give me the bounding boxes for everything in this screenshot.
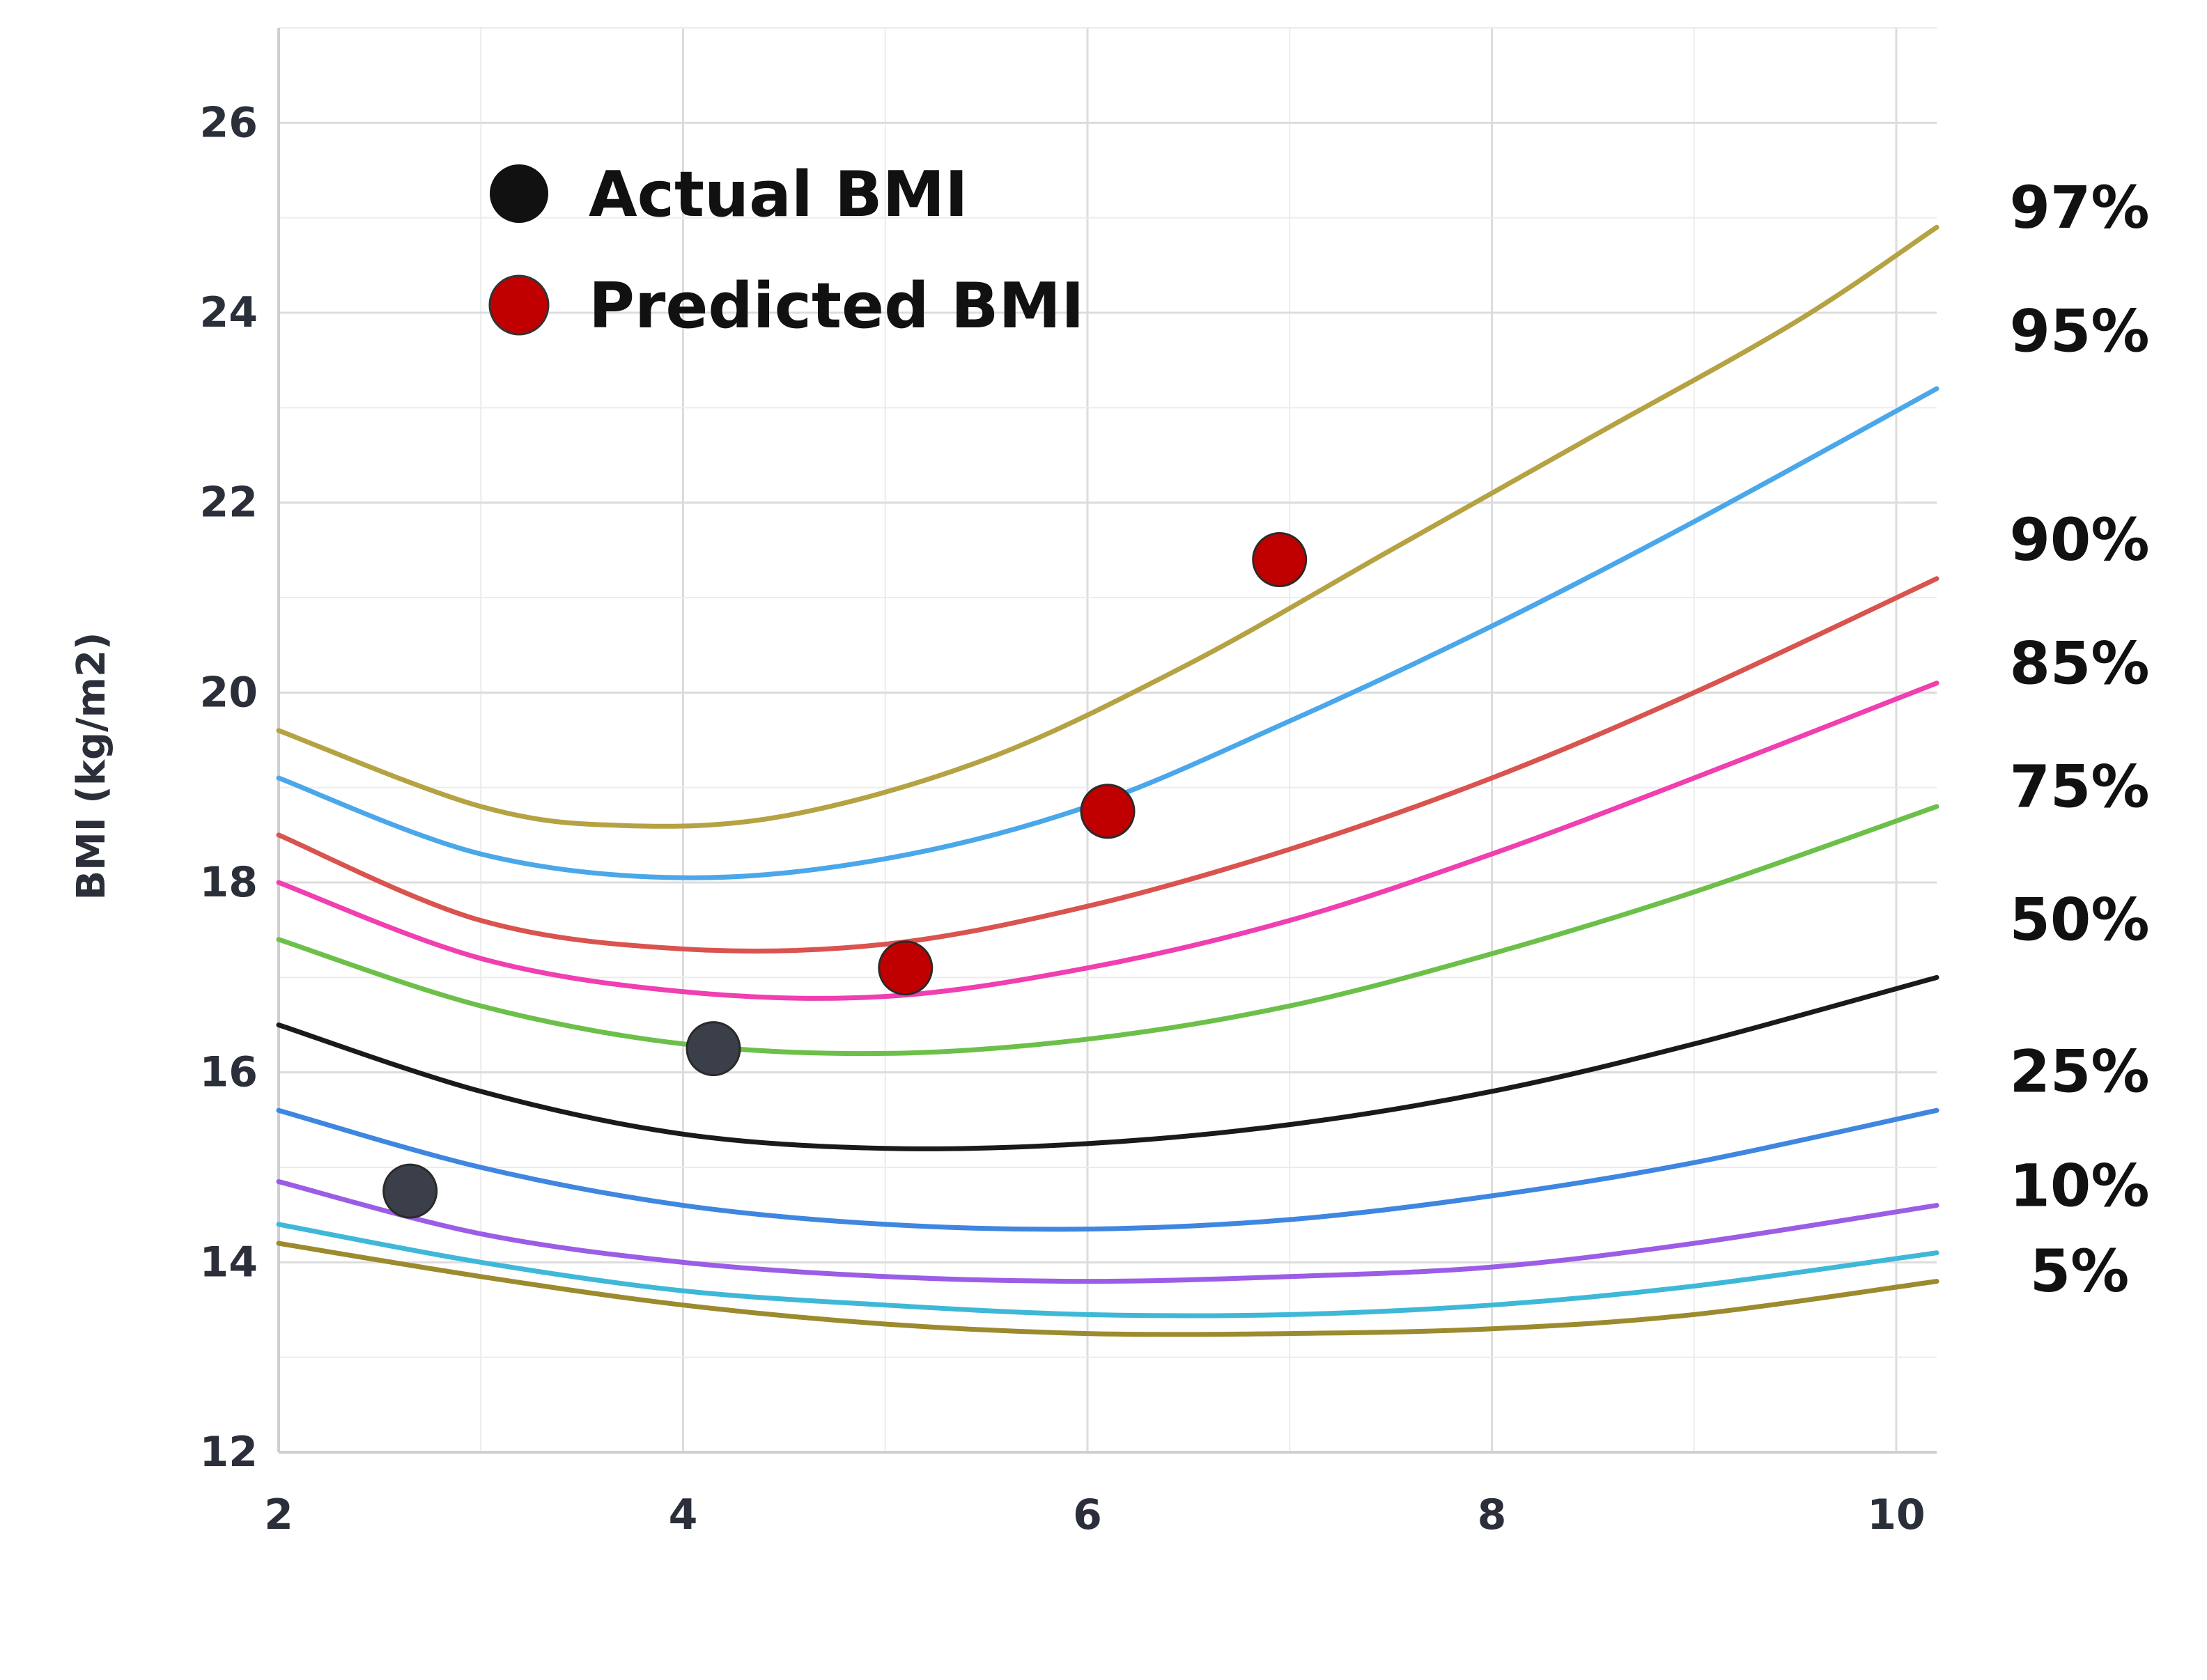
legend: Actual BMI Predicted BMI bbox=[488, 158, 1084, 343]
percentile-label: 25% bbox=[2009, 1038, 2149, 1106]
x-tick-label: 2 bbox=[264, 1491, 293, 1539]
percentile-label: 95% bbox=[2009, 297, 2149, 365]
x-tick-label: 8 bbox=[1478, 1491, 1507, 1539]
legend-marker-predicted bbox=[488, 274, 550, 336]
predicted-bmi-point bbox=[878, 940, 934, 996]
percentile-label: 50% bbox=[2009, 886, 2149, 954]
curve-90pct bbox=[276, 576, 1939, 954]
predicted-bmi-point bbox=[1252, 531, 1308, 587]
percentile-label: 75% bbox=[2009, 753, 2149, 821]
actual-bmi-point bbox=[382, 1163, 438, 1219]
percentile-label: 10% bbox=[2009, 1151, 2149, 1220]
curve-lowest bbox=[276, 1240, 1939, 1337]
curve-97pct bbox=[276, 224, 1939, 829]
y-tick-label: 22 bbox=[200, 479, 258, 527]
actual-bmi-point bbox=[686, 1021, 741, 1077]
percentile-label: 85% bbox=[2009, 629, 2149, 697]
percentile-curves bbox=[276, 224, 1939, 1337]
curve-10pct bbox=[276, 1179, 1939, 1284]
curve-25pct bbox=[276, 1107, 1939, 1232]
x-tick-label: 6 bbox=[1073, 1491, 1102, 1539]
y-tick-label: 20 bbox=[200, 668, 258, 717]
y-tick-label: 18 bbox=[200, 858, 258, 907]
x-tick-label: 4 bbox=[669, 1491, 698, 1539]
y-tick-label: 24 bbox=[200, 288, 258, 337]
legend-label-predicted: Predicted BMI bbox=[589, 270, 1084, 343]
percentile-label: 90% bbox=[2009, 506, 2149, 574]
legend-marker-actual bbox=[490, 164, 548, 223]
percentile-label: 97% bbox=[2009, 173, 2149, 242]
curve-5pct bbox=[276, 1222, 1939, 1319]
data-points bbox=[382, 531, 1308, 1219]
percentile-label: 5% bbox=[2030, 1237, 2130, 1305]
legend-label-actual: Actual BMI bbox=[589, 158, 968, 231]
curve-75pct bbox=[276, 804, 1939, 1057]
y-tick-label: 12 bbox=[200, 1428, 258, 1477]
y-tick-label: 26 bbox=[200, 98, 258, 147]
curve-85pct bbox=[276, 680, 1939, 1001]
predicted-bmi-point bbox=[1080, 784, 1136, 839]
y-axis-label: BMI (kg/m2) bbox=[69, 632, 114, 900]
grid bbox=[277, 27, 1937, 1454]
x-tick-label: 10 bbox=[1867, 1491, 1926, 1539]
y-tick-label: 14 bbox=[200, 1238, 258, 1286]
percentile-labels: 97% 95% 90% 85% 75% 50% 25% 10% 5% bbox=[2009, 173, 2149, 1305]
y-tick-label: 16 bbox=[200, 1048, 258, 1097]
curve-50pct bbox=[276, 974, 1939, 1151]
